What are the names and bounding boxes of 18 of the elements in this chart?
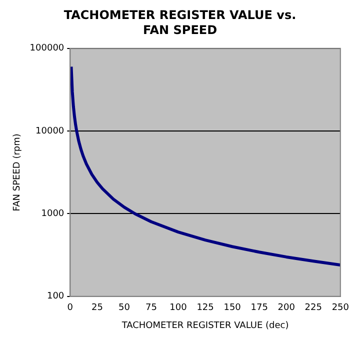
x-axis-title: TACHOMETER REGISTER VALUE (dec) [120, 320, 289, 331]
y-tick-label: 10000 [36, 126, 64, 136]
x-tick-label: 125 [196, 303, 214, 314]
x-tick-label: 50 [118, 303, 130, 314]
x-tick-label: 250 [332, 303, 350, 314]
x-tick-label: 100 [170, 303, 188, 314]
y-tick-label: 100000 [30, 44, 64, 54]
x-tick-label: 175 [250, 303, 268, 314]
y-tick-label: 1000 [41, 209, 64, 220]
y-tick-label: 100 [46, 292, 64, 302]
x-tick-label: 25 [91, 303, 103, 314]
x-tick-label: 225 [304, 303, 322, 314]
x-tick-label: 0 [67, 303, 74, 314]
x-tick-label: 150 [224, 303, 242, 314]
x-tick-label: 75 [146, 303, 157, 314]
x-tick-label: 200 [278, 303, 296, 314]
y-axis-title: FAN SPEED (rpm) [12, 134, 23, 212]
chart-title: TACHOMETER REGISTER VALUE vs. FAN SPEED [62, 8, 298, 38]
